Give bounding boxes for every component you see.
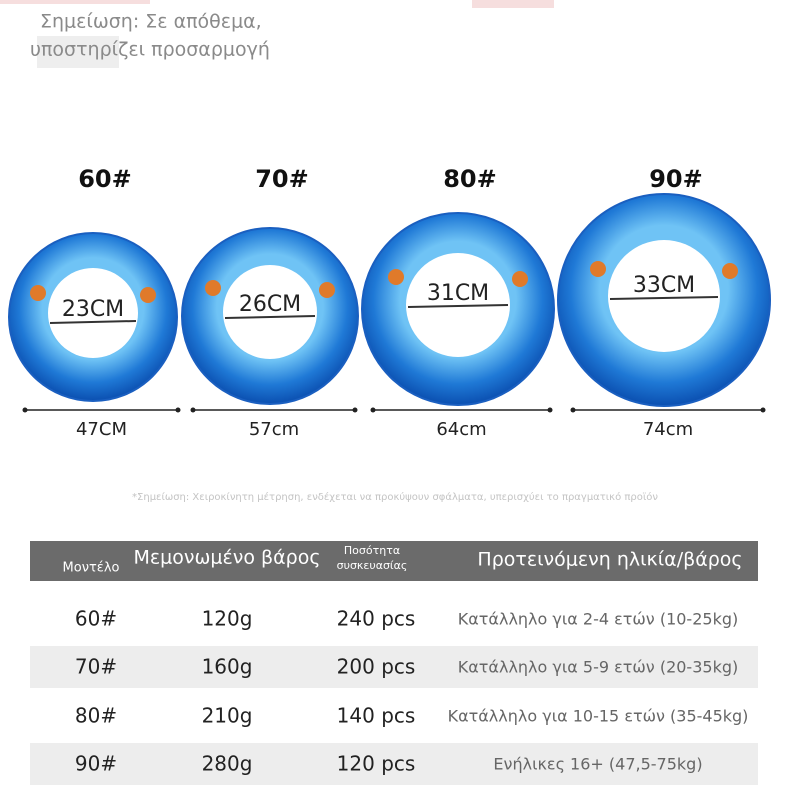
table-cell: Κατάλληλο για 5-9 ετών (20-35kg): [458, 658, 738, 677]
table-cell: 60#: [75, 607, 117, 631]
ball: [388, 269, 404, 285]
inner-label: 31CM: [427, 281, 489, 306]
measure-end: [190, 407, 196, 413]
inner-label: 33CM: [633, 273, 695, 298]
table-header: Ποσότητα: [344, 544, 400, 557]
measure-end: [22, 407, 28, 413]
inner-measure: [407, 304, 509, 308]
table-cell: 120 pcs: [337, 752, 416, 776]
ring-hole: [48, 268, 138, 358]
inner-label: 26CM: [239, 292, 301, 317]
top-strip: [472, 0, 554, 8]
row-shade: [30, 646, 758, 688]
table-cell: Κατάλληλο για 2-4 ετών (10-25kg): [458, 610, 738, 629]
disclaimer: *Σημείωση: Χειροκίνητη μέτρηση, ενδέχετα…: [132, 491, 658, 503]
measure-end: [352, 407, 358, 413]
table-cell: 160g: [202, 655, 253, 679]
ball: [512, 271, 528, 287]
table-cell: 240 pcs: [337, 607, 416, 631]
ring-hole: [608, 240, 720, 352]
measure-end: [570, 407, 576, 413]
inner-measure: [224, 315, 316, 319]
ring-hole: [223, 265, 317, 359]
row-shade: [30, 743, 758, 785]
ball: [205, 280, 221, 296]
note: υποστηρίζει προσαρμογή: [30, 39, 270, 61]
outer-label: 47CM: [76, 419, 127, 440]
ball: [722, 263, 738, 279]
table-cell: Κατάλληλο για 10-15 ετών (35-45kg): [448, 707, 749, 726]
inner-label: 23CM: [62, 297, 124, 322]
inner-measure: [609, 296, 719, 300]
outer-label: 57cm: [249, 419, 299, 440]
outer-label: 64cm: [436, 419, 486, 440]
ball: [140, 287, 156, 303]
table-cell: 140 pcs: [337, 704, 416, 728]
outer-label: 74cm: [643, 419, 693, 440]
table-cell: 210g: [202, 704, 253, 728]
table-cell: 80#: [75, 704, 117, 728]
measure-end: [175, 407, 181, 413]
table-cell: 70#: [75, 655, 117, 679]
table-cell: 90#: [75, 752, 117, 776]
ball: [30, 285, 46, 301]
table-header-bar: [30, 541, 758, 581]
table-cell: 200 pcs: [337, 655, 416, 679]
table-header: συσκευασίας: [337, 559, 408, 572]
measure-end: [547, 407, 553, 413]
size-label: 70#: [255, 165, 309, 193]
note: Σημείωση: Σε απόθεμα,: [40, 11, 262, 33]
table-cell: 120g: [202, 607, 253, 631]
table-header: Προτεινόμενη ηλικία/βάρος: [477, 549, 742, 571]
table-header: Μοντέλο: [63, 561, 120, 576]
ball: [590, 261, 606, 277]
top-strip: [0, 0, 150, 4]
table-cell: 280g: [202, 752, 253, 776]
table-header: Μεμονωμένο βάρος: [133, 547, 320, 569]
table-cell: Ενήλικες 16+ (47,5-75kg): [493, 755, 702, 774]
size-label: 60#: [78, 165, 132, 193]
note-highlight: [37, 36, 119, 68]
size-label: 80#: [443, 165, 497, 193]
inner-measure: [49, 320, 137, 324]
size-label: 90#: [649, 165, 703, 193]
ball: [319, 282, 335, 298]
measure-end: [370, 407, 376, 413]
measure-end: [760, 407, 766, 413]
